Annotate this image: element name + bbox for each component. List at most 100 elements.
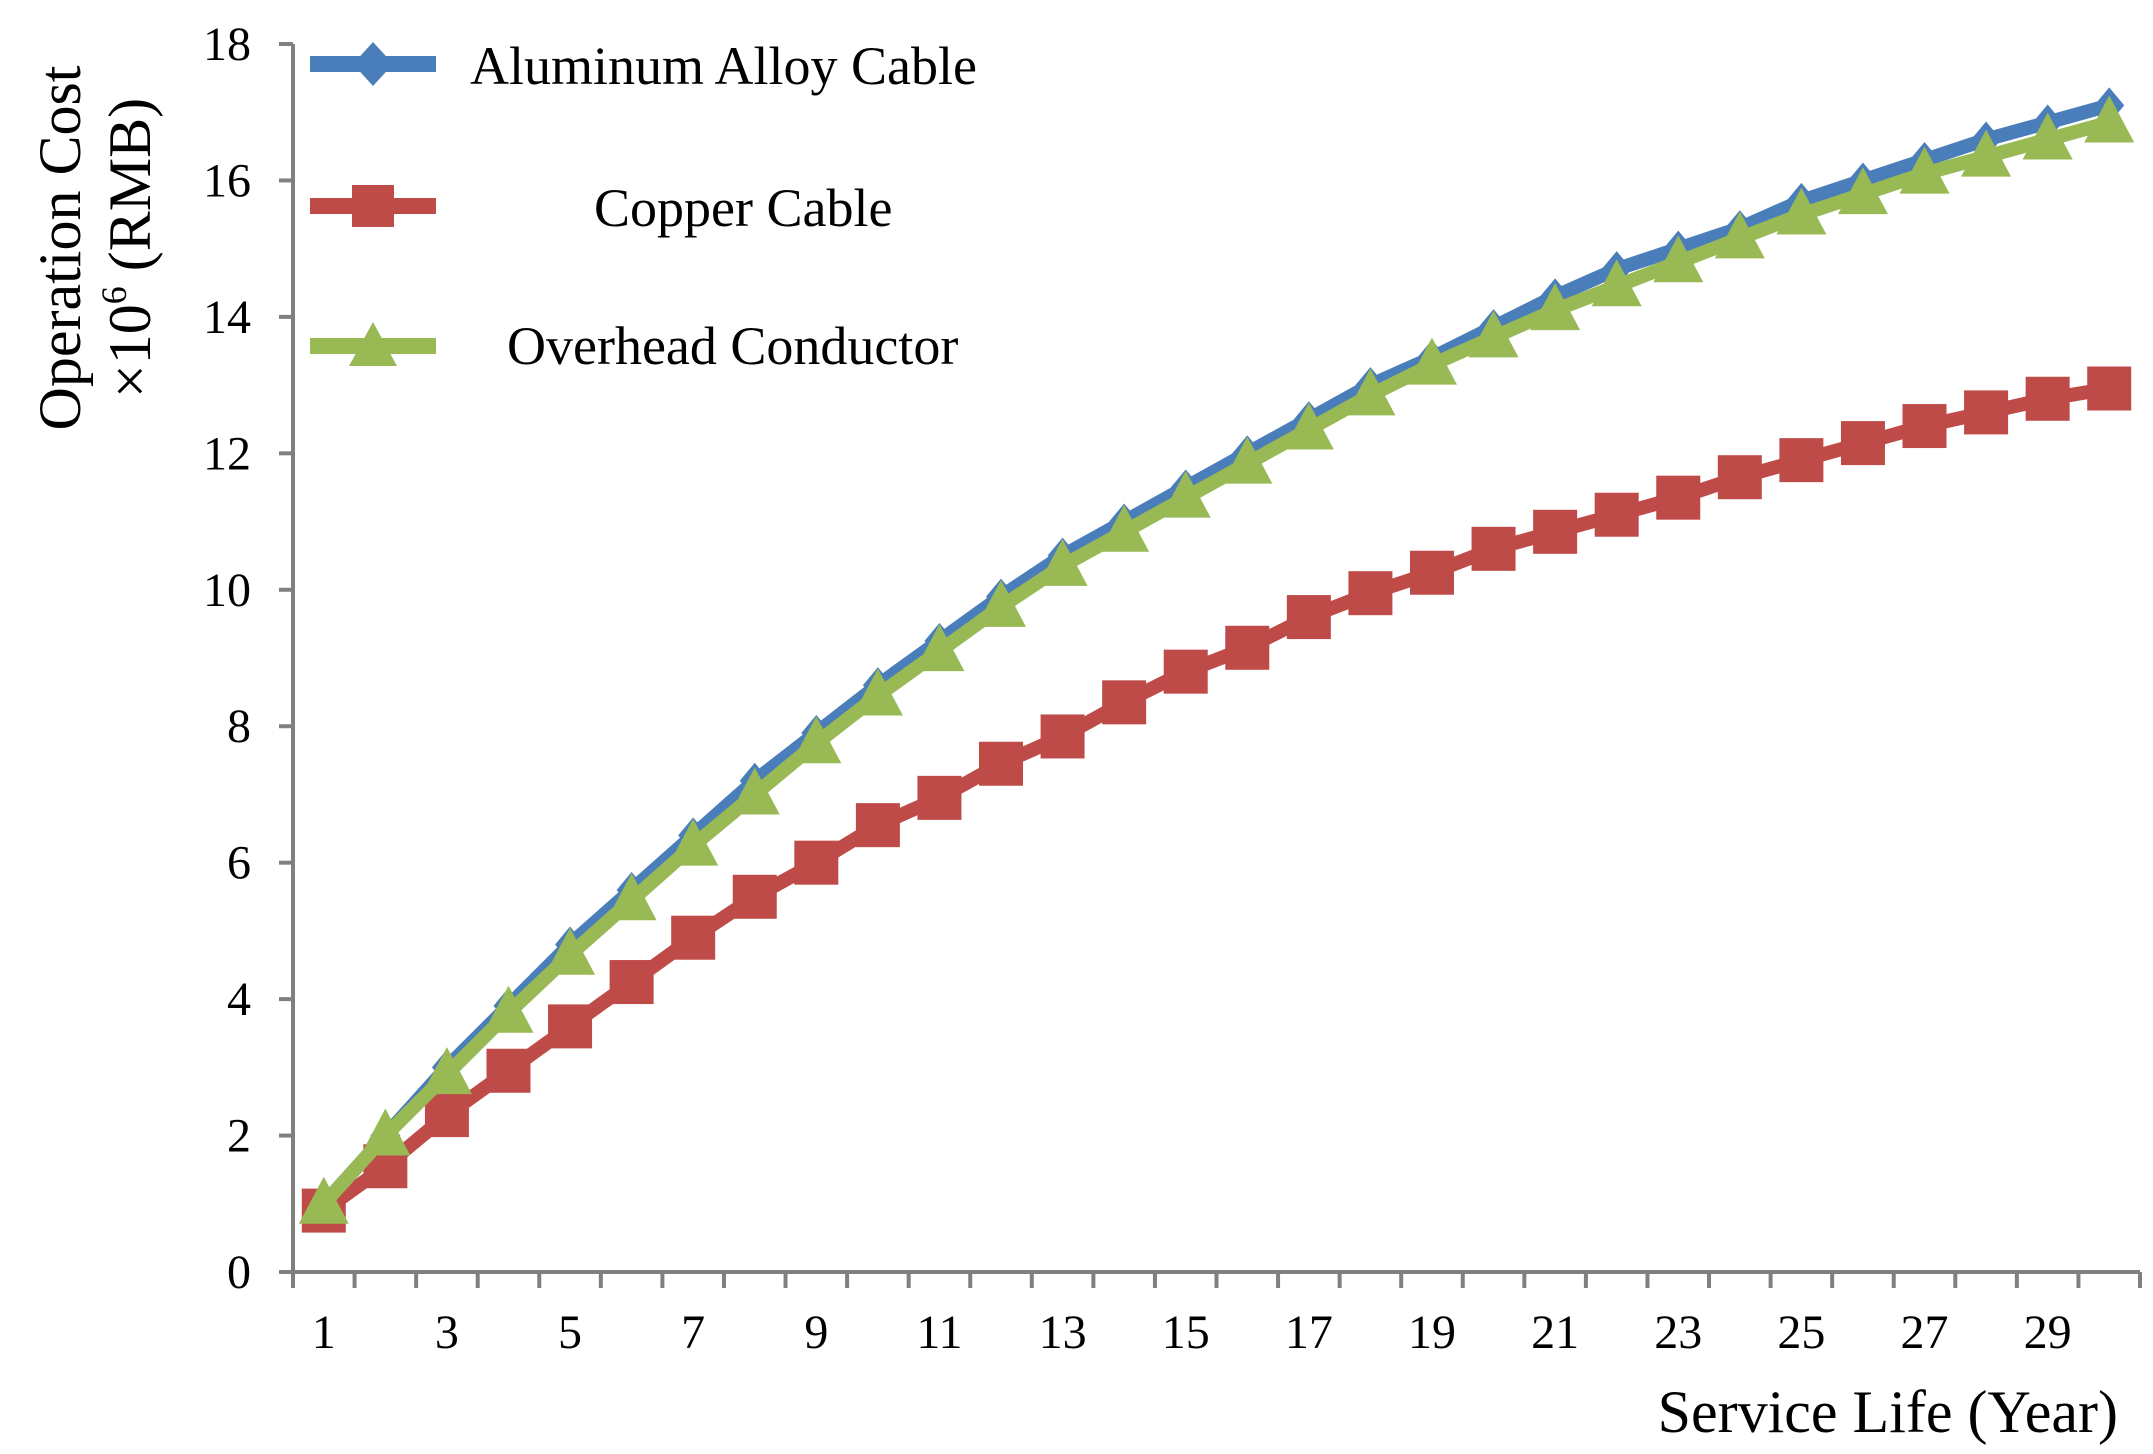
data-point-copper — [1471, 526, 1516, 571]
y-tick-label: 10 — [203, 564, 251, 617]
y-tick-label: 2 — [227, 1110, 251, 1163]
y-axis-title-prefix: ×10 — [97, 304, 163, 398]
data-point-overhead — [1591, 259, 1642, 307]
data-point-overhead — [1837, 167, 1888, 215]
data-point-overhead — [1653, 235, 1704, 283]
data-point-overhead — [360, 1108, 411, 1156]
data-point-overhead — [1406, 337, 1457, 385]
y-tick-label: 12 — [203, 427, 251, 480]
data-point-overhead — [914, 624, 965, 672]
data-point-copper — [1779, 438, 1824, 483]
x-tick-label: 3 — [435, 1306, 459, 1359]
y-axis-title-exponent: 6 — [94, 286, 134, 304]
data-point-overhead — [1160, 470, 1211, 518]
data-point-copper — [1533, 509, 1578, 554]
data-point-overhead — [1037, 538, 1088, 586]
y-tick-label: 18 — [203, 18, 251, 71]
y-tick-label: 0 — [227, 1246, 251, 1299]
data-point-overhead — [483, 985, 534, 1033]
data-point-copper — [1656, 475, 1701, 520]
legend-diamond-icon — [353, 42, 393, 86]
x-tick-label: 1 — [312, 1306, 336, 1359]
x-axis-title: Service Life (Year) — [1658, 1379, 2118, 1445]
data-point-overhead — [298, 1176, 349, 1224]
series-layer — [298, 87, 2135, 1233]
data-point-copper — [1102, 680, 1147, 725]
y-tick-label: 6 — [227, 837, 251, 890]
y-tick-label: 14 — [203, 291, 251, 344]
y-axis-title-suffix: (RMB) — [97, 98, 163, 286]
data-point-overhead — [1222, 436, 1273, 484]
data-point-copper — [1594, 492, 1639, 537]
data-point-copper — [486, 1048, 531, 1093]
data-point-overhead — [1961, 129, 2012, 177]
data-point-overhead — [2084, 95, 2135, 143]
x-tick-label: 9 — [804, 1306, 828, 1359]
x-tick-label: 5 — [558, 1306, 582, 1359]
data-point-copper — [917, 775, 962, 820]
data-point-copper — [1409, 550, 1454, 595]
x-tick-label: 19 — [1408, 1306, 1456, 1359]
data-point-overhead — [2022, 112, 2073, 160]
data-point-copper — [548, 1004, 593, 1049]
data-point-copper — [1964, 390, 2009, 435]
x-tick-label: 29 — [2024, 1306, 2072, 1359]
data-point-overhead — [421, 1047, 472, 1095]
legend-entry-overhead: Overhead Conductor — [310, 316, 958, 376]
legend-entry-copper: Copper Cable — [310, 178, 892, 238]
data-point-overhead — [729, 767, 780, 815]
data-point-overhead — [1714, 211, 1765, 259]
x-tick-label: 21 — [1531, 1306, 1579, 1359]
data-point-copper — [1348, 571, 1393, 616]
legend-label-overhead: Overhead Conductor — [507, 316, 958, 376]
y-tick-label: 8 — [227, 700, 251, 753]
legend-square-icon — [352, 185, 394, 227]
x-tick-label: 13 — [1039, 1306, 1087, 1359]
data-point-copper — [1040, 714, 1085, 759]
data-point-copper — [424, 1093, 469, 1138]
series-overhead — [298, 95, 2135, 1224]
data-point-overhead — [791, 716, 842, 764]
data-point-copper — [732, 874, 777, 919]
legend: Aluminum Alloy Cable Copper Cable Overhe… — [310, 36, 977, 376]
x-tick-label: 7 — [681, 1306, 705, 1359]
data-point-copper — [979, 741, 1024, 786]
data-point-copper — [2025, 376, 2070, 421]
data-point-copper — [1840, 421, 1885, 466]
y-axis-title-line1: Operation Cost — [27, 65, 93, 430]
x-tick-label: 25 — [1777, 1306, 1825, 1359]
data-point-overhead — [1530, 283, 1581, 331]
y-tick-label: 4 — [227, 973, 251, 1026]
x-tick-label: 27 — [1901, 1306, 1949, 1359]
data-point-overhead — [976, 579, 1027, 627]
data-point-copper — [794, 840, 839, 885]
data-point-overhead — [1468, 310, 1519, 358]
legend-label-aluminum: Aluminum Alloy Cable — [470, 36, 977, 96]
data-point-copper — [1902, 404, 1947, 449]
data-point-overhead — [1099, 504, 1150, 552]
legend-triangle-icon — [349, 322, 397, 366]
data-point-copper — [855, 803, 900, 848]
data-point-copper — [671, 915, 716, 960]
x-tick-label: 23 — [1654, 1306, 1702, 1359]
x-tick-label: 11 — [916, 1306, 962, 1359]
data-point-copper — [1286, 595, 1331, 640]
legend-entry-aluminum: Aluminum Alloy Cable — [310, 36, 977, 96]
data-point-overhead — [1283, 402, 1334, 450]
data-point-overhead — [1776, 187, 1827, 235]
legend-label-copper: Copper Cable — [594, 178, 892, 238]
data-point-copper — [1225, 625, 1270, 670]
data-point-copper — [1163, 649, 1208, 694]
data-point-overhead — [668, 818, 719, 866]
data-point-overhead — [1345, 368, 1396, 416]
data-point-overhead — [1899, 146, 1950, 194]
data-point-copper — [609, 960, 654, 1005]
data-point-overhead — [606, 873, 657, 921]
x-tick-label: 17 — [1285, 1306, 1333, 1359]
data-point-overhead — [852, 668, 903, 716]
y-axis-title-line2: ×106 (RMB) — [94, 98, 163, 398]
data-point-copper — [1717, 455, 1762, 500]
data-point-copper — [2087, 366, 2132, 411]
